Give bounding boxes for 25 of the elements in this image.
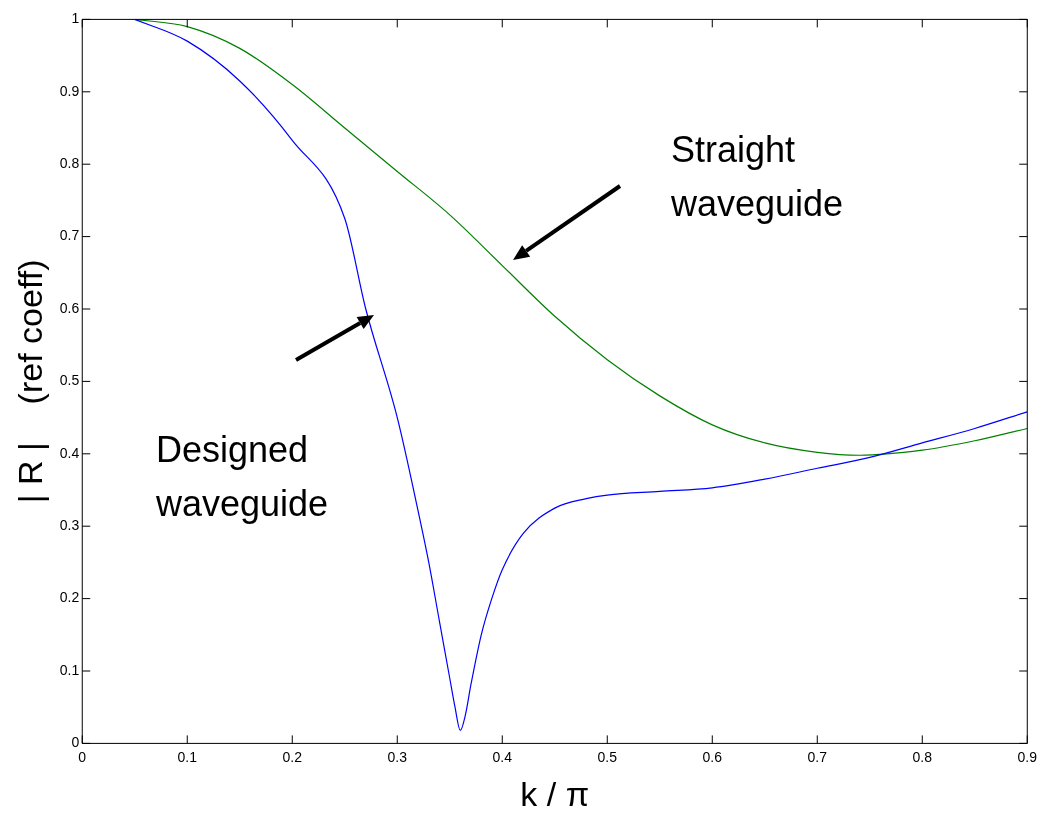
x-axis-title: k / π	[520, 774, 590, 813]
y-tick-label: 0.9	[59, 82, 80, 99]
y-tick-label: 0.6	[59, 299, 80, 316]
y-tick-label: 0.8	[59, 155, 80, 172]
x-tick-label: 0.3	[387, 748, 408, 765]
annotation: Designed waveguide	[156, 428, 330, 526]
x-tick-label: 0.2	[282, 748, 303, 765]
y-tick-label: 1	[71, 10, 80, 27]
x-tick-label: 0.1	[177, 748, 198, 765]
y-tick-label: 0.4	[59, 444, 80, 461]
y-tick-label: 0.3	[59, 517, 80, 534]
x-tick-label: 0.8	[912, 748, 933, 765]
x-tick-label: 0.4	[492, 748, 513, 765]
x-tick-label: 0.5	[597, 748, 618, 765]
line-series	[134, 19, 1028, 731]
y-tick-label: 0.1	[59, 661, 80, 678]
x-tick-label: 0.7	[807, 748, 828, 765]
y-tick-label: 0	[71, 734, 80, 751]
y-tick-label: 0.2	[59, 589, 80, 606]
y-tick-label: 0.5	[59, 372, 80, 389]
annotation: Straight waveguide	[671, 128, 845, 226]
y-axis-title: | R | (ref coeff)	[10, 259, 49, 504]
x-tick-label: 0.6	[702, 748, 723, 765]
y-tick-label: 0.7	[59, 227, 80, 244]
x-tick-label: 0.9	[1017, 748, 1038, 765]
